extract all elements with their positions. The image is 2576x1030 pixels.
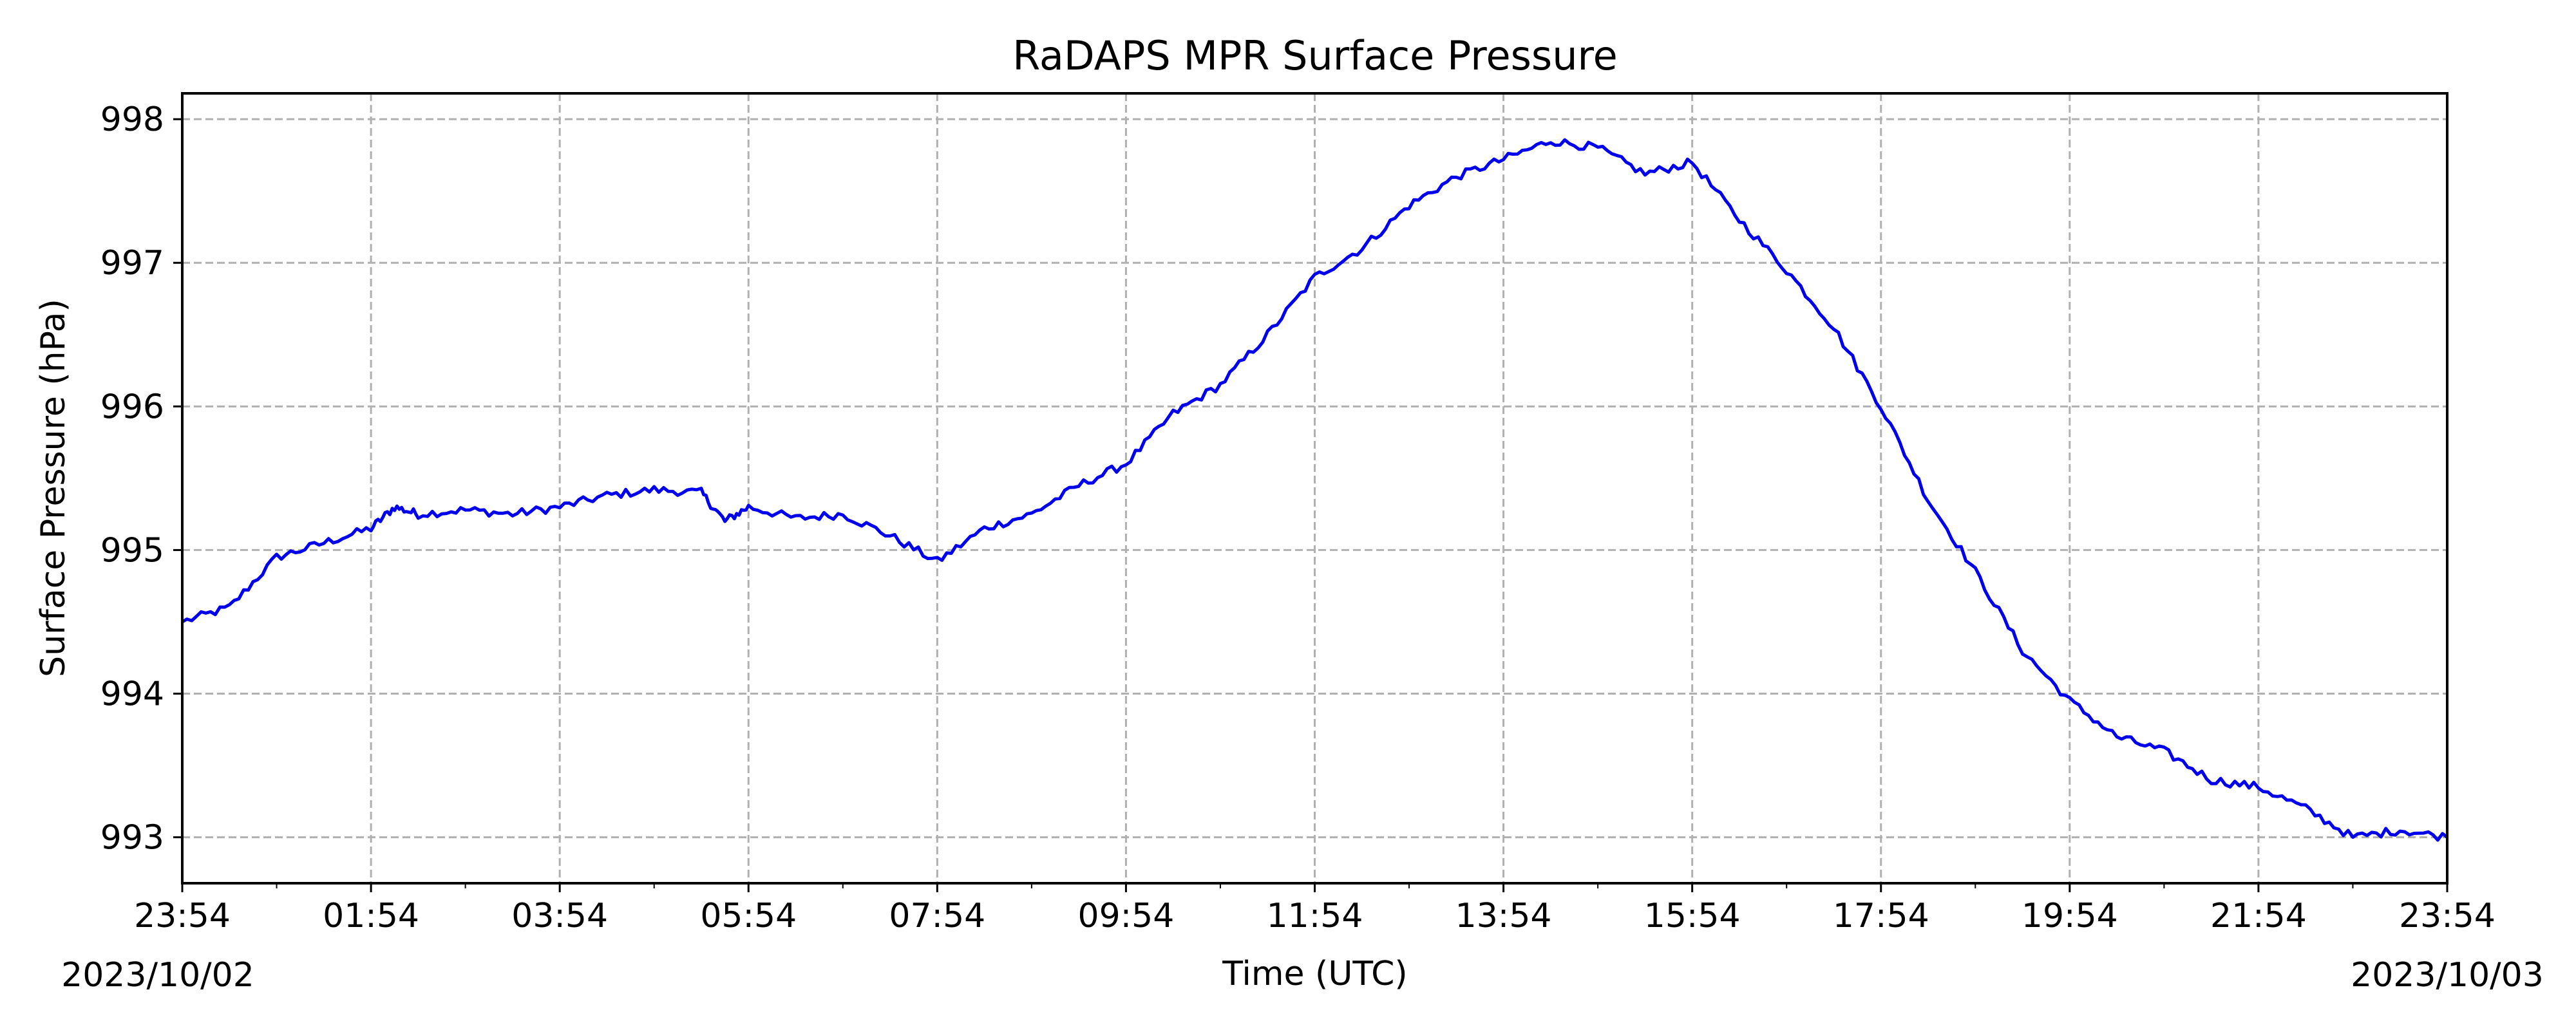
x-date-end-label: 2023/10/03 xyxy=(2351,956,2544,995)
x-tick-label: 15:54 xyxy=(1644,897,1741,935)
x-tick-label: 21:54 xyxy=(2210,897,2307,935)
grid-lines xyxy=(182,93,2447,883)
x-tick-label: 01:54 xyxy=(323,897,419,935)
y-tick-label: 997 xyxy=(100,244,164,283)
x-tick-label: 09:54 xyxy=(1077,897,1174,935)
data-series xyxy=(181,138,2448,842)
y-tick-label: 996 xyxy=(100,388,164,426)
y-axis-ticks: 993 994 995 996 997 998 xyxy=(100,100,182,857)
x-tick-label: 19:54 xyxy=(2022,897,2118,935)
chart-title: RaDAPS MPR Surface Pressure xyxy=(1012,32,1618,79)
x-axis-label: Time (UTC) xyxy=(1222,955,1407,993)
x-tick-label: 17:54 xyxy=(1833,897,1929,935)
y-tick-label: 993 xyxy=(100,819,164,857)
x-date-start-label: 2023/10/02 xyxy=(61,956,254,995)
y-tick-label: 994 xyxy=(100,675,164,714)
x-tick-label: 07:54 xyxy=(889,897,985,935)
x-tick-label: 13:54 xyxy=(1455,897,1552,935)
y-tick-label: 995 xyxy=(100,531,164,570)
x-axis-ticks: 23:54 01:54 03:54 05:54 07:54 09:54 11:54 13:54… xyxy=(134,883,2496,935)
x-tick-label: 03:54 xyxy=(511,897,608,935)
y-axis-label: Surface Pressure (hPa) xyxy=(34,299,73,677)
x-tick-label: 23:54 xyxy=(2399,897,2496,935)
y-tick-label: 998 xyxy=(100,100,164,139)
pressure-series-line xyxy=(181,138,2448,842)
x-tick-label: 05:54 xyxy=(700,897,797,935)
x-tick-label: 11:54 xyxy=(1267,897,1363,935)
x-tick-label: 23:54 xyxy=(134,897,231,935)
